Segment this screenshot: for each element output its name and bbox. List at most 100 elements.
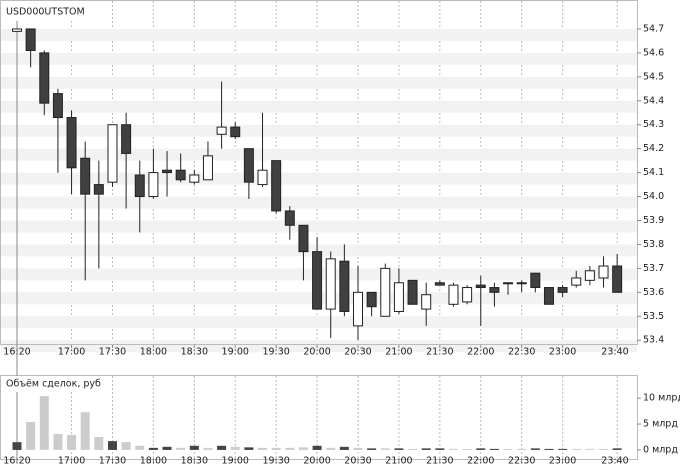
volume-bar <box>380 448 390 450</box>
volume-bar <box>517 448 527 450</box>
candle-body <box>325 258 336 310</box>
candle-body <box>393 282 404 312</box>
y-tick-label: 54.6 <box>643 47 664 58</box>
candle-body <box>612 265 623 293</box>
volume-bar <box>435 448 445 450</box>
x-tick-label: 18:00 <box>140 347 167 358</box>
y-tick-label: 54.7 <box>643 23 664 34</box>
x-tick-label: 22:00 <box>467 456 494 467</box>
volume-bar <box>530 448 540 450</box>
volume-bar <box>148 447 158 450</box>
volume-bar <box>462 448 472 450</box>
candle-body <box>162 169 173 174</box>
grid-band <box>1 196 637 209</box>
volume-bar <box>367 448 377 450</box>
volume-bar <box>203 447 213 450</box>
x-tick-label: 17:30 <box>99 347 126 358</box>
x-tick-label: 21:30 <box>426 347 453 358</box>
volume-bar <box>189 445 199 450</box>
candle-body <box>52 93 63 119</box>
candle-body <box>339 260 350 312</box>
x-tick-label: 21:30 <box>426 456 453 467</box>
volume-bar <box>94 436 104 450</box>
volume-bar <box>612 448 622 450</box>
y-tick-label: 53.9 <box>643 215 664 226</box>
volume-bar <box>26 421 36 450</box>
candle-body <box>80 157 91 195</box>
y-tick-label: 53.5 <box>643 311 664 322</box>
volume-bar <box>39 396 49 450</box>
x-tick-label: 23:40 <box>601 456 628 467</box>
grid-band <box>1 340 637 353</box>
candle-body <box>230 126 241 138</box>
y-tick-label: 54.3 <box>643 119 664 130</box>
volume-bar <box>230 446 240 450</box>
volume-bar <box>298 447 308 450</box>
candle-body <box>353 291 363 327</box>
volume-title: Объём сделок, руб <box>6 379 101 390</box>
y-tick-label: 54.4 <box>643 95 664 106</box>
volume-bar <box>244 447 254 450</box>
candle-body <box>475 284 486 289</box>
volume-bar <box>12 442 22 450</box>
x-tick-label: 18:30 <box>181 347 208 358</box>
volume-bar <box>67 434 77 450</box>
y-tick-label: 10 млрд <box>643 393 680 404</box>
grid-band <box>1 244 637 257</box>
candle-body <box>462 287 473 303</box>
candle-body <box>312 251 323 310</box>
grid-band <box>1 316 637 329</box>
title-box <box>1 376 111 392</box>
x-tick-label: 17:00 <box>58 456 85 467</box>
candle-body <box>134 174 145 198</box>
y-tick-label: 0 млрд <box>643 444 678 455</box>
volume-bar <box>421 448 431 450</box>
volume-bar <box>53 433 63 450</box>
volume-bar <box>339 446 349 450</box>
candle-body <box>380 267 391 317</box>
volume-bar <box>585 448 595 450</box>
volume-bar <box>162 446 172 450</box>
volume-bar <box>489 448 499 450</box>
candle-body <box>216 126 227 135</box>
y-tick-label: 54.1 <box>643 167 664 178</box>
candle-body <box>12 28 22 32</box>
candle-body <box>93 184 104 195</box>
volume-bar <box>326 447 336 450</box>
volume-bar <box>544 448 554 450</box>
candle-body <box>66 117 77 169</box>
y-tick-label: 53.8 <box>643 239 664 250</box>
volume-bar <box>408 448 418 450</box>
candle-body <box>571 277 582 286</box>
candle-body <box>503 282 514 285</box>
volume-panel-frame <box>0 375 638 460</box>
candle-body <box>25 28 36 51</box>
candle-body <box>530 272 541 289</box>
volume-bar <box>558 448 568 450</box>
x-tick-label: 16:20 <box>3 456 30 467</box>
x-tick-label: 20:30 <box>344 456 371 467</box>
x-tick-label: 19:30 <box>262 347 289 358</box>
volume-bar <box>121 442 131 450</box>
candle-body <box>202 155 213 181</box>
candle-body <box>298 224 309 253</box>
volume-bar <box>258 447 268 450</box>
x-tick-label: 18:00 <box>140 456 167 467</box>
volume-bar <box>80 412 90 450</box>
volume-bar <box>571 448 581 450</box>
volume-bar <box>448 448 458 450</box>
candle-body <box>421 294 432 310</box>
y-tick-label: 53.6 <box>643 287 664 298</box>
candle-body <box>284 210 295 226</box>
candle-body <box>448 284 459 305</box>
volume-bar <box>394 448 404 450</box>
volume-bar <box>135 445 145 450</box>
volume-bar <box>312 445 322 450</box>
y-tick-label: 54.0 <box>643 191 664 202</box>
x-tick-label: 19:00 <box>222 456 249 467</box>
candle-body <box>148 172 159 198</box>
x-tick-label: 22:30 <box>508 347 535 358</box>
x-tick-label: 23:00 <box>549 347 576 358</box>
volume-bar <box>217 445 227 450</box>
grid-band <box>1 100 637 113</box>
